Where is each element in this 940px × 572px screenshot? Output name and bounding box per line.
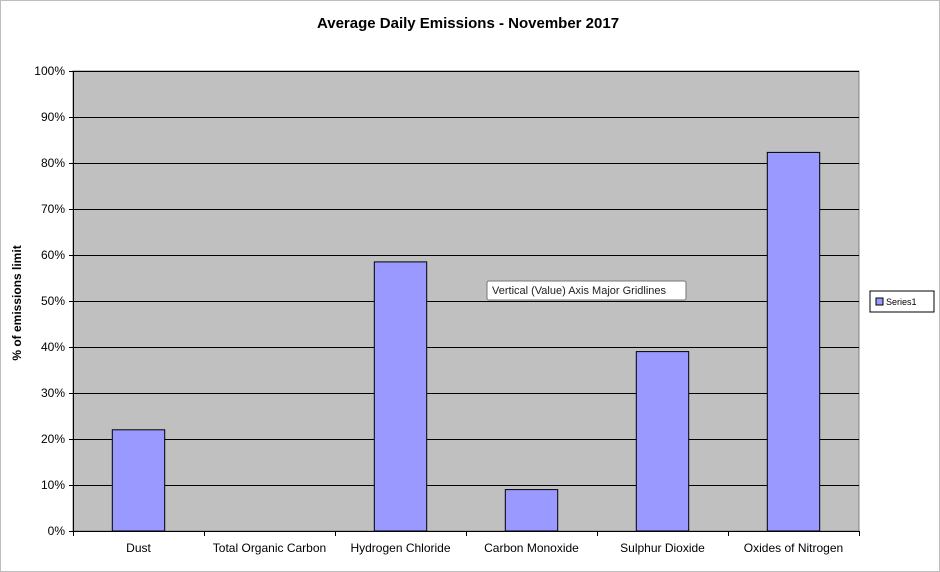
x-tick-label: Carbon Monoxide [484,541,579,555]
x-tick-label: Sulphur Dioxide [620,541,705,555]
y-tick-label: 10% [41,478,65,492]
x-tick-label: Hydrogen Chloride [350,541,450,555]
y-tick-label: 90% [41,110,65,124]
tooltip-box [486,280,687,301]
x-tick-label: Total Organic Carbon [213,541,326,555]
y-tick-label: 50% [41,294,65,308]
x-tick-label: Dust [126,541,151,555]
y-tick-label: 60% [41,248,65,262]
y-tick-label: 100% [34,64,65,78]
legend-label-series1: Series1 [886,297,917,307]
gridlines-group [73,71,859,486]
gridlines-tooltip: Vertical (Value) Axis Major Gridlines [486,280,687,301]
x-tick-labels-group: Dust Total Organic Carbon Hydrogen Chlorid… [126,541,843,555]
y-tick-label: 80% [41,156,65,170]
bar-dust[interactable] [111,429,166,532]
tooltip-text: Vertical (Value) Axis Major Gridlines [492,285,667,297]
y-axis-label: % of emissions limit [10,245,24,360]
axes-group [69,71,860,536]
y-tick-label: 40% [41,340,65,354]
bar-carbon-monoxide[interactable] [504,489,559,532]
bar-hydrogen-chloride[interactable] [373,261,428,532]
legend-box [869,290,935,313]
y-tick-label: 20% [41,432,65,446]
legend[interactable]: Series1 [869,290,935,313]
chart-title: Average Daily Emissions - November 2017 [317,15,619,32]
x-tick-label: Oxides of Nitrogen [744,541,843,555]
y-tick-label: 0% [48,524,66,538]
legend-swatch-series1 [875,297,884,306]
bar-oxides-of-nitrogen[interactable] [766,151,821,532]
y-tick-label: 30% [41,386,65,400]
y-tick-labels-group: 0% 10% 20% 30% 40% 50% 60% 70% 80% 90% 100% [34,64,65,538]
bar-sulphur-dioxide[interactable] [635,351,690,532]
y-tick-label: 70% [41,202,65,216]
